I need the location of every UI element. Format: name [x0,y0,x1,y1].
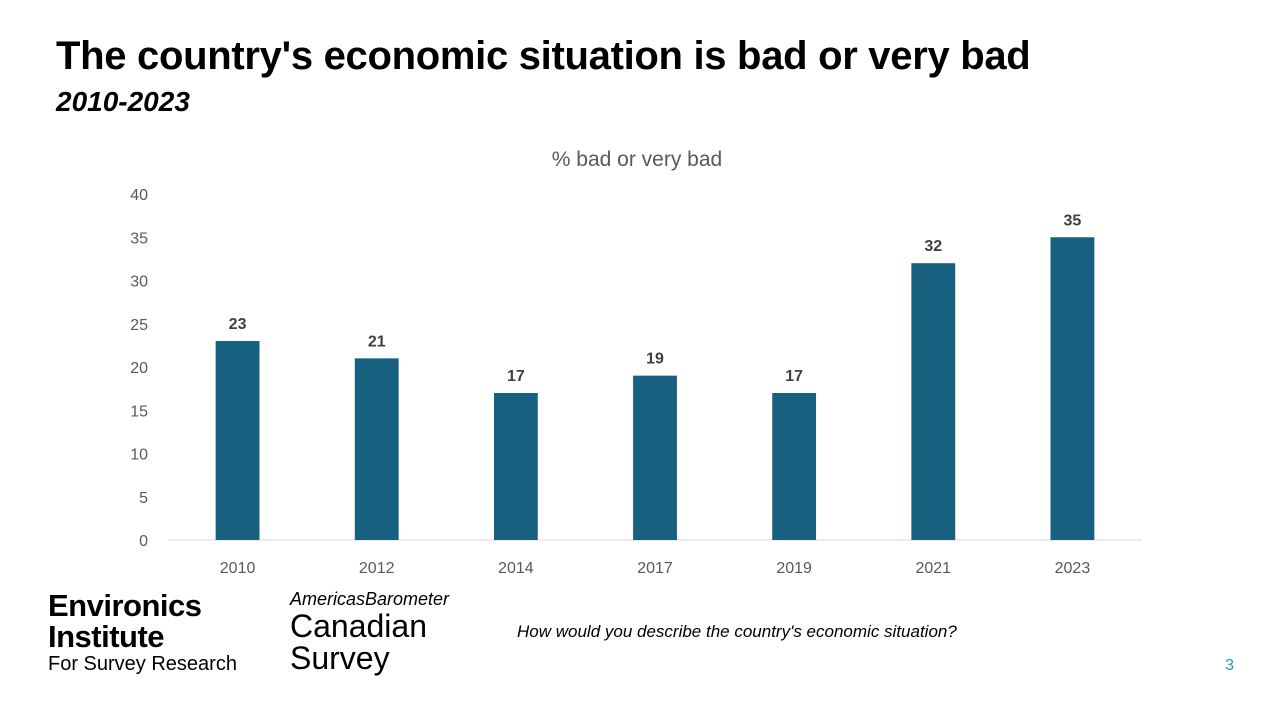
bar [911,263,956,540]
bar-value-label: 17 [785,368,803,385]
y-tick-label: 35 [130,230,148,247]
bar [493,392,538,540]
environics-logo-line1: Environics [48,588,202,623]
bar-value-label: 35 [1064,212,1082,229]
x-tick-label: 2012 [359,560,395,577]
x-tick-label: 2017 [637,560,673,577]
bar-chart: % bad or very bad 0 5 10 15 20 25 30 35 40 23 21 1… [130,148,1142,577]
x-axis: 2010 2012 2014 2017 2019 2021 2023 [220,560,1091,577]
bar [772,392,817,540]
canadian-survey-line2: Survey [290,640,390,676]
survey-question: How would you describe the country's eco… [517,622,957,641]
americas-barometer-label: AmericasBarometer [290,589,450,609]
bars-group [215,237,1095,540]
y-tick-label: 30 [130,274,148,291]
y-tick-label: 20 [130,360,148,377]
canadian-survey-line1: Canadian [290,608,427,644]
slide-subtitle: 2010-2023 [56,86,190,117]
x-tick-label: 2021 [915,560,951,577]
bar-value-label: 19 [646,351,664,368]
x-tick-label: 2014 [498,560,534,577]
x-tick-label: 2023 [1055,560,1091,577]
y-tick-label: 0 [139,533,148,550]
bar [354,358,399,540]
bar-value-label: 17 [507,368,525,385]
chart-title: % bad or very bad [552,148,722,171]
bar [215,341,260,540]
data-labels: 23 21 17 19 17 32 35 [229,212,1082,385]
page-number: 3 [1225,657,1234,674]
bar-value-label: 23 [229,316,247,333]
y-axis: 0 5 10 15 20 25 30 35 40 [130,187,148,550]
environics-logo: Environics Institute For Survey Research [48,590,237,674]
x-tick-label: 2019 [776,560,812,577]
environics-logo-line2: Institute [48,619,165,654]
y-tick-label: 40 [130,187,148,204]
bar [633,375,677,540]
y-tick-label: 5 [139,490,148,507]
bar [1050,237,1095,540]
environics-logo-line3: For Survey Research [48,653,237,675]
y-tick-label: 15 [130,403,148,420]
bar-value-label: 32 [924,238,942,255]
americas-barometer-logo: AmericasBarometer Canadian Survey [290,588,449,674]
bar-value-label: 21 [368,333,386,350]
y-tick-label: 10 [130,447,148,464]
slide-title: The country's economic situation is bad … [56,34,1031,78]
x-tick-label: 2010 [220,560,256,577]
y-tick-label: 25 [130,317,148,334]
